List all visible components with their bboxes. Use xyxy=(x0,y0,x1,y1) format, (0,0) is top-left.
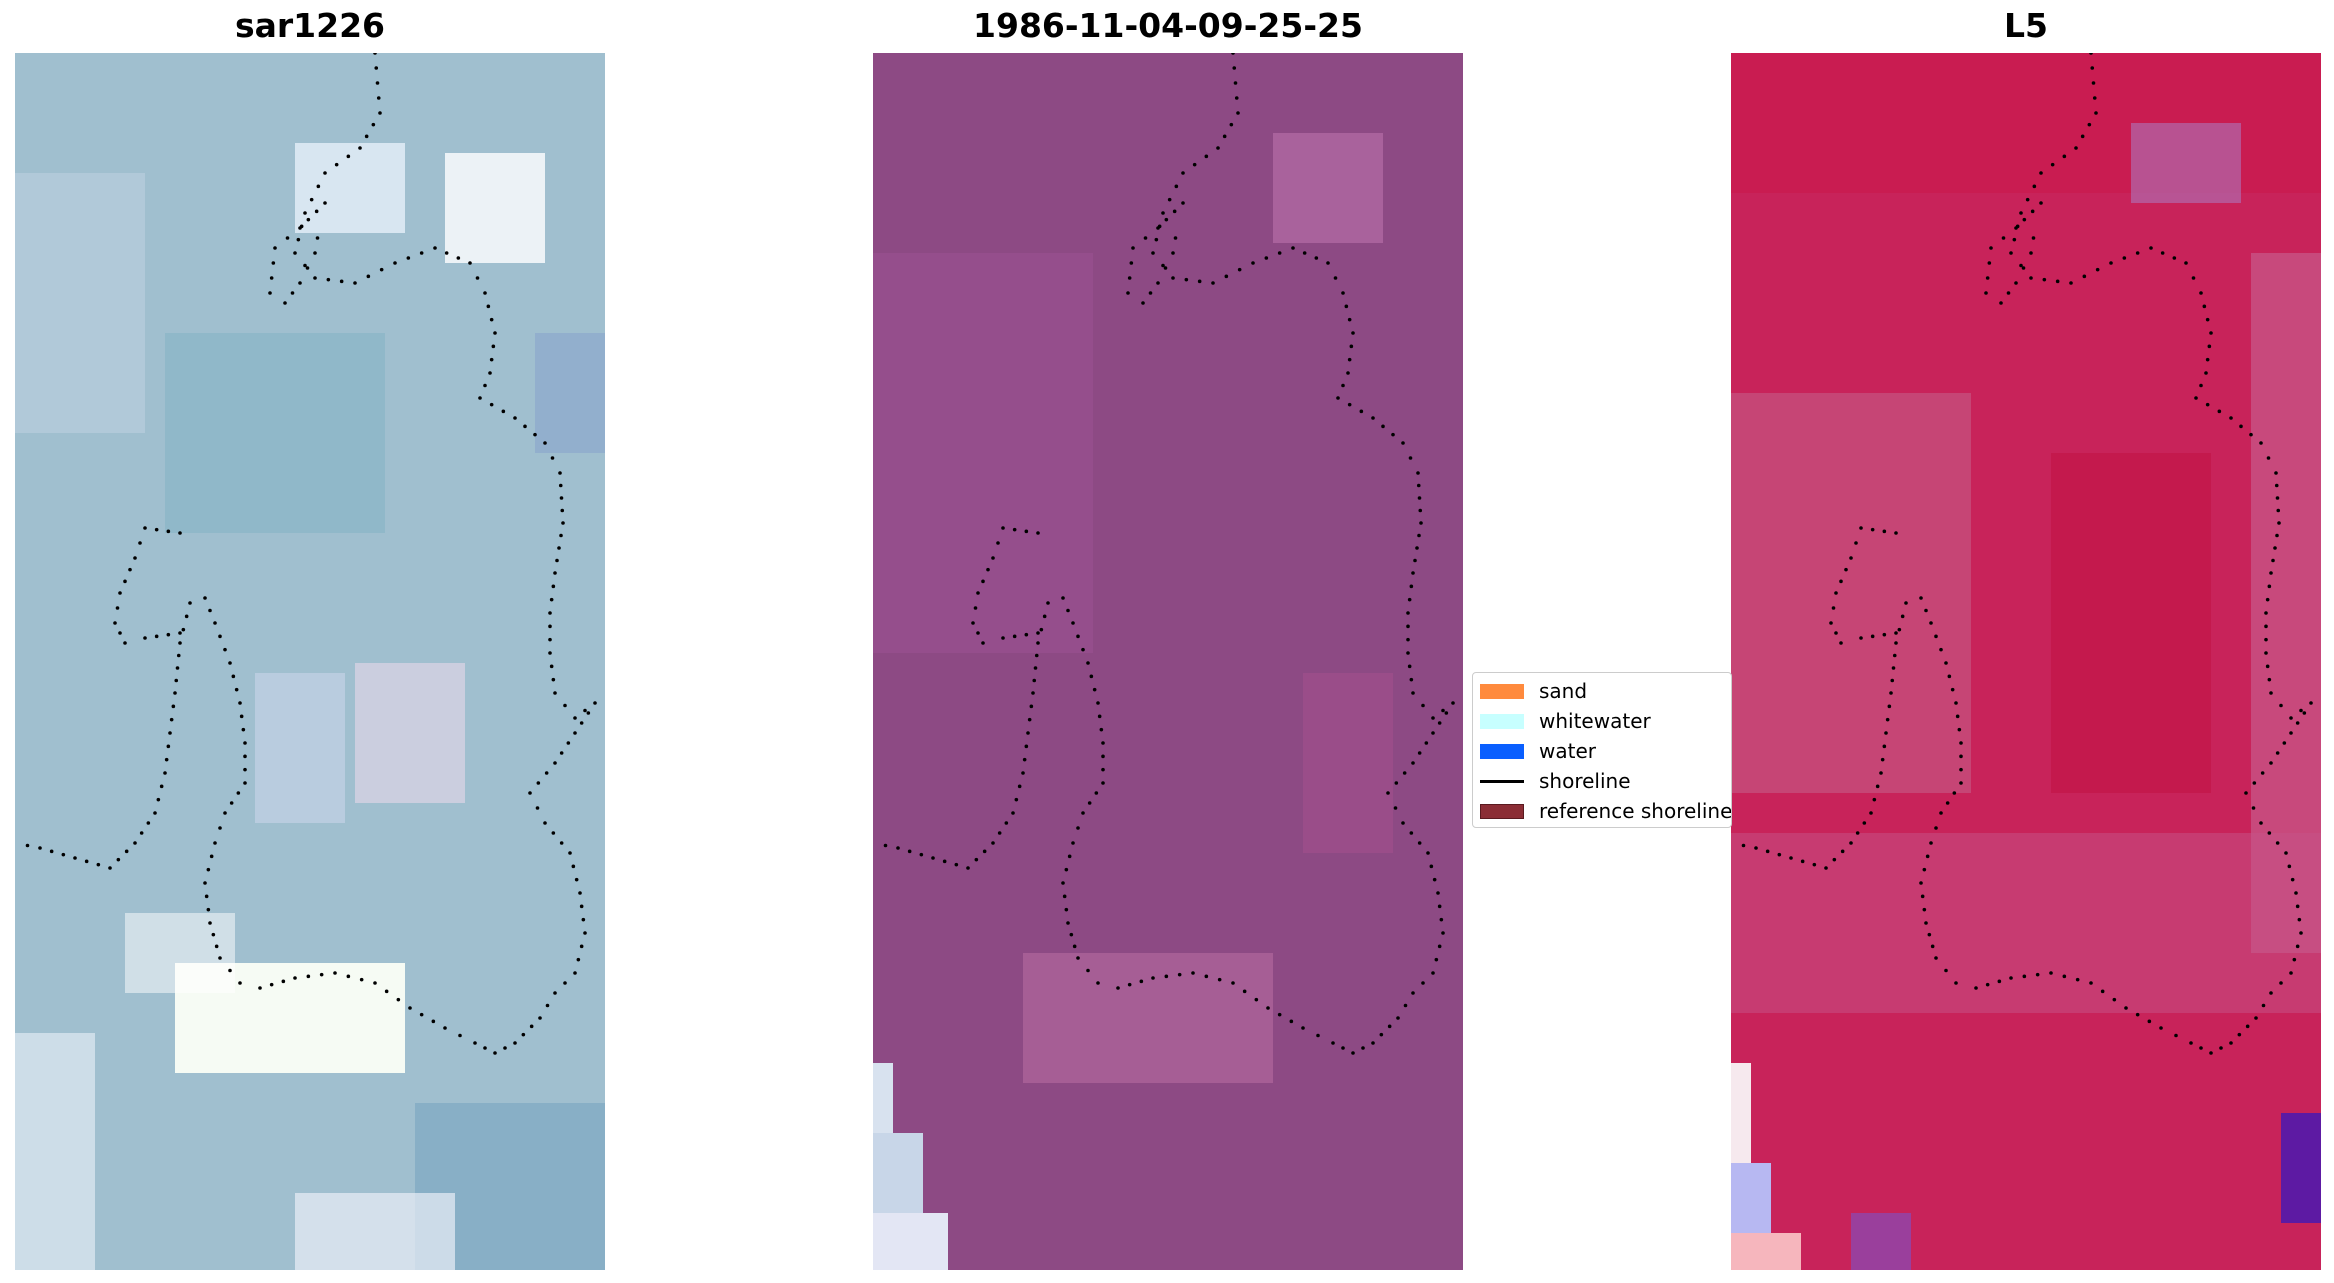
shoreline-outer xyxy=(883,53,1455,1055)
panel-title-1: sar1226 xyxy=(234,6,386,45)
shoreline-lake xyxy=(1829,526,1898,645)
legend-item-shoreline: shoreline xyxy=(1480,769,1631,793)
legend-item-sand: sand xyxy=(1480,679,1587,703)
image-panel-ndvi xyxy=(873,53,1463,1270)
legend-item-water: water xyxy=(1480,739,1596,763)
legend-label-water: water xyxy=(1539,739,1596,763)
water-swatch xyxy=(1480,743,1524,759)
legend-item-whitewater: whitewater xyxy=(1480,709,1651,733)
whitewater-swatch xyxy=(1480,713,1524,729)
legend: sand whitewater water shoreline referenc… xyxy=(1472,672,1732,828)
legend-label-sand: sand xyxy=(1539,679,1588,703)
reference-shoreline-swatch xyxy=(1480,803,1524,819)
image-panel-l5 xyxy=(1731,53,2321,1270)
legend-item-reference-shoreline: reference shoreline xyxy=(1480,799,1732,823)
sar-image xyxy=(15,53,605,1270)
shoreline-line xyxy=(1480,779,1524,783)
ndvi-image xyxy=(873,53,1463,1270)
shoreline-inner xyxy=(1984,201,2043,305)
l5-image xyxy=(1731,53,2321,1270)
shoreline-inner xyxy=(1126,201,1185,305)
legend-label-whitewater: whitewater xyxy=(1539,709,1651,733)
legend-label-shoreline: shoreline xyxy=(1539,769,1631,793)
image-panel-sar xyxy=(15,53,605,1270)
legend-label-reference-shoreline: reference shoreline xyxy=(1539,799,1732,823)
shoreline-lake xyxy=(971,526,1040,645)
panel-title-3: L5 xyxy=(2004,6,2048,45)
panel-title-2: 1986-11-04-09-25-25 xyxy=(973,6,1363,45)
shoreline-outer xyxy=(1741,53,2313,1055)
shoreline-outer xyxy=(25,53,597,1055)
shoreline-inner xyxy=(268,201,327,305)
sand-swatch xyxy=(1480,683,1524,699)
shoreline-lake xyxy=(113,526,182,645)
